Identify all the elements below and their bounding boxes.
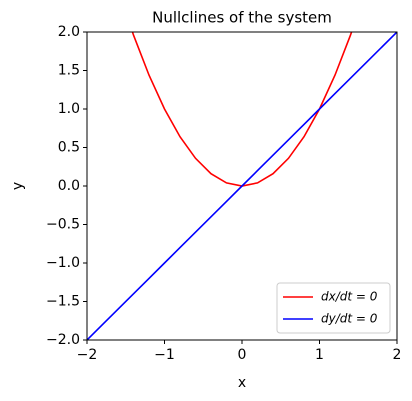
y-tick-label: −0.5 xyxy=(46,217,80,233)
x-tick-label: −2 xyxy=(77,347,98,363)
x-tick-label: −1 xyxy=(154,347,175,363)
x-tick-label: 2 xyxy=(393,347,402,363)
y-tick-label: 1.5 xyxy=(58,63,80,79)
y-axis-label: y xyxy=(10,182,26,190)
plot-area xyxy=(87,32,397,340)
chart-title: Nullclines of the system xyxy=(152,9,332,27)
series-line xyxy=(131,32,353,187)
y-tick-label: −1.0 xyxy=(46,255,80,271)
y-tick-label: 0.0 xyxy=(58,178,80,194)
y-tick-label: 2.0 xyxy=(58,24,80,40)
legend-box xyxy=(276,282,391,334)
series-line xyxy=(87,32,397,340)
y-tick-label: −1.5 xyxy=(46,294,80,310)
y-tick-label: −2.0 xyxy=(46,332,80,348)
legend-label: dy/dt = 0 xyxy=(321,312,378,326)
x-tick-label: 0 xyxy=(238,347,247,363)
legend-label: dx/dt = 0 xyxy=(321,290,378,304)
plot-frame xyxy=(86,31,398,341)
y-tick-label: 0.5 xyxy=(58,140,80,156)
y-tick-label: 1.0 xyxy=(58,101,80,117)
x-axis-label: x xyxy=(238,375,246,391)
x-tick-label: 1 xyxy=(315,347,324,363)
